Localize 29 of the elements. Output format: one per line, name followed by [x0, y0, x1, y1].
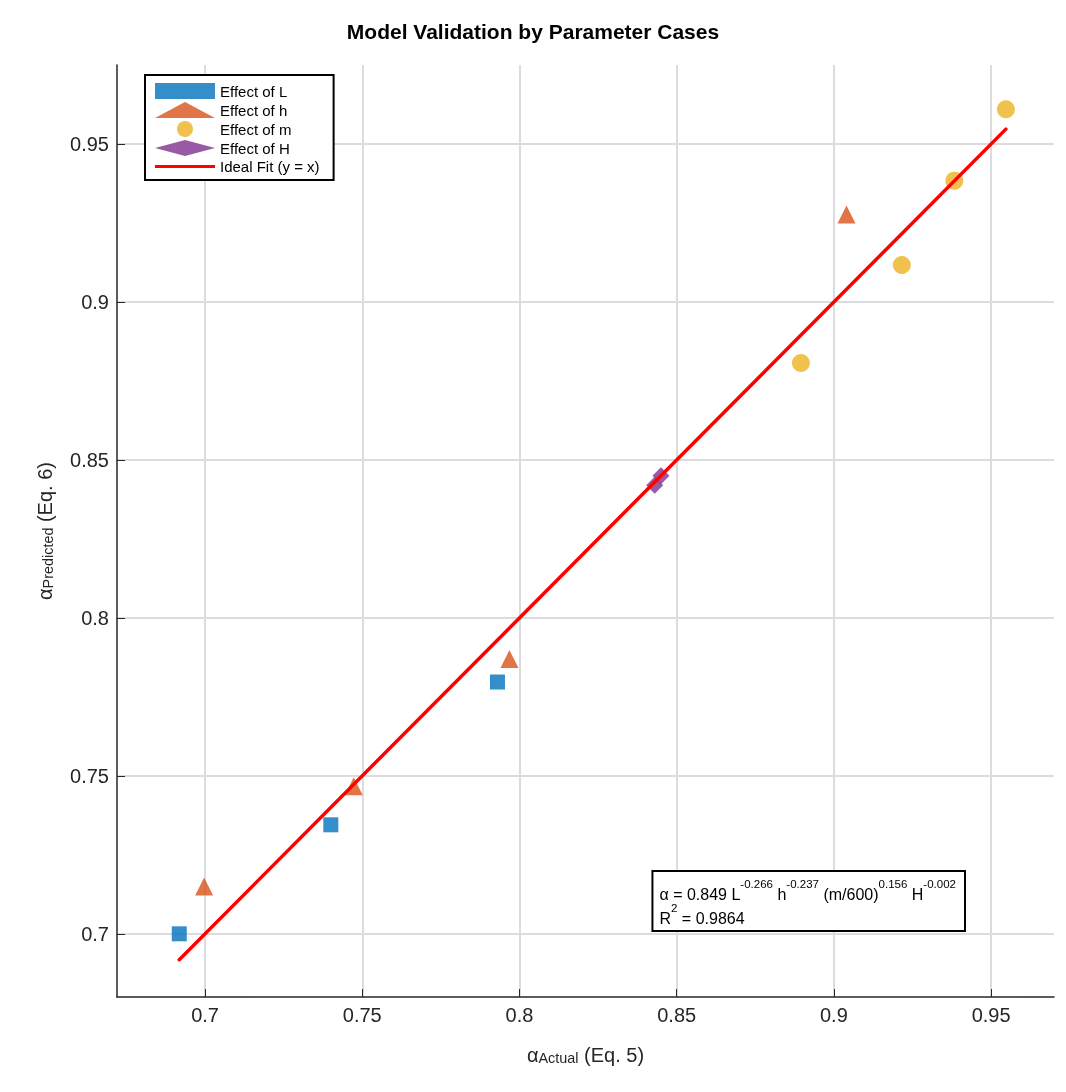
- y-tick-label: 0.75: [70, 764, 109, 787]
- x-tick-label: 0.75: [342, 1004, 382, 1026]
- point: [489, 674, 505, 690]
- point: [323, 817, 339, 833]
- x-tick-label: 0.85: [657, 1004, 697, 1026]
- y-tick-label: 0.95: [70, 132, 109, 155]
- legend-label: Ideal Fit (y = x): [220, 158, 320, 175]
- x-axis-title: αActual (Eq. 5): [526, 1044, 645, 1066]
- y-tick-label: 0.7: [81, 922, 109, 945]
- point: [171, 926, 187, 942]
- x-tick-label: 0.8: [505, 1004, 534, 1026]
- point: [892, 255, 911, 274]
- point: [195, 877, 214, 896]
- x-tick-label: 0.7: [191, 1004, 219, 1026]
- y-tick-label: 0.85: [70, 448, 109, 471]
- legend-label: Effect of m: [220, 120, 292, 138]
- chart-title: Model Validation by Parameter Cases: [346, 20, 720, 43]
- legend-label: Effect of H: [220, 139, 290, 157]
- y-tick-label: 0.9: [81, 290, 109, 313]
- point: [837, 205, 856, 224]
- x-tick-label: 0.95: [971, 1004, 1011, 1026]
- legend-label: Effect of h: [220, 101, 288, 119]
- y-tick-label: 0.8: [81, 606, 109, 629]
- point: [996, 100, 1015, 119]
- y-axis-title: αPredicted (Eq. 6): [34, 462, 56, 600]
- point: [500, 649, 519, 668]
- point: [791, 353, 810, 372]
- legend-label: Effect of L: [220, 82, 288, 100]
- x-tick-label: 0.9: [819, 1004, 848, 1026]
